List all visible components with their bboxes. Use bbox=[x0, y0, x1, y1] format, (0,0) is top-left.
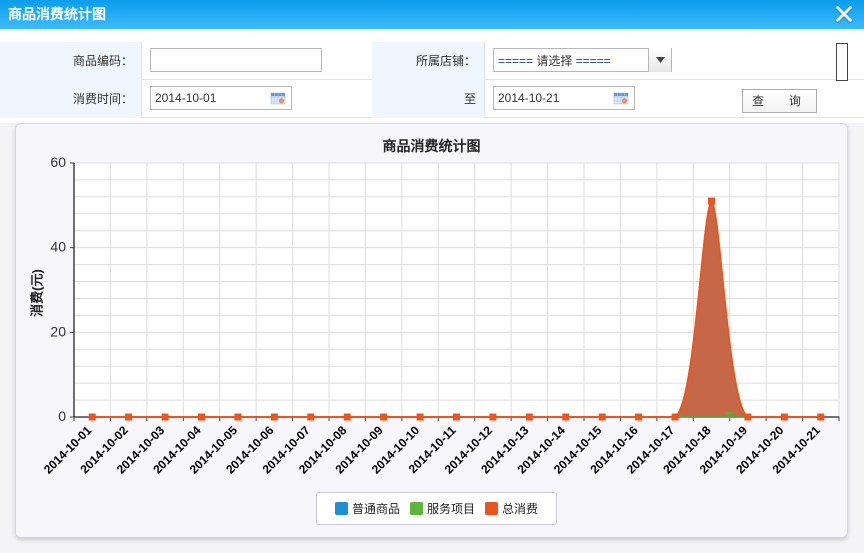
svg-text:60: 60 bbox=[50, 154, 66, 170]
svg-text:20: 20 bbox=[50, 323, 66, 339]
svg-text:40: 40 bbox=[50, 239, 66, 255]
svg-text:0: 0 bbox=[58, 408, 66, 424]
